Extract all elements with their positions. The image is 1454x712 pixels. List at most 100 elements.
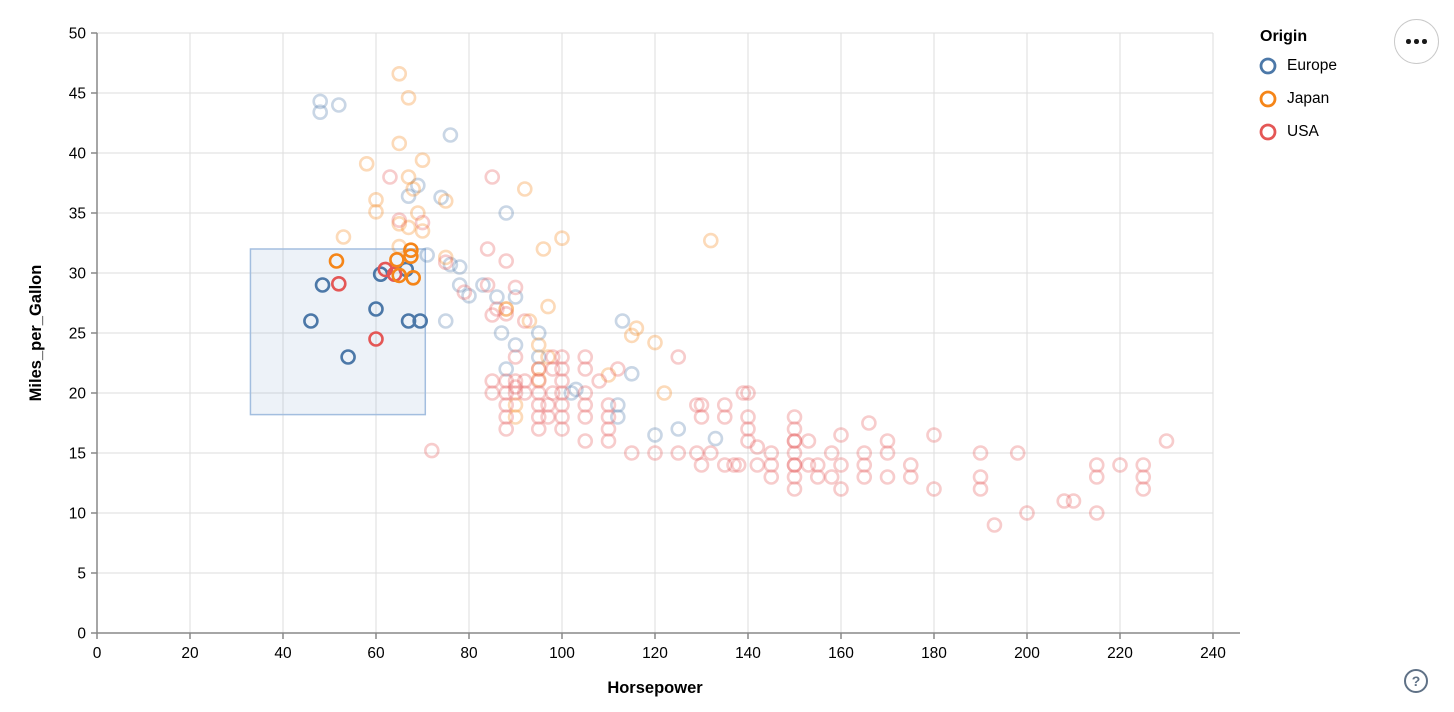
data-point-usa [530, 397, 547, 413]
data-point-usa [554, 397, 570, 413]
data-point-japan [368, 204, 384, 220]
data-point-usa [833, 481, 849, 497]
data-point-usa [577, 361, 594, 377]
data-point-europe [507, 289, 524, 305]
data-point-usa [516, 385, 533, 401]
data-point-japan [437, 193, 454, 209]
data-point-usa [1088, 505, 1105, 521]
data-point-japan [368, 192, 384, 208]
data-point-usa [749, 439, 766, 455]
data-point-usa [861, 415, 877, 431]
data-point-usa [879, 469, 896, 485]
data-point-usa [763, 457, 780, 473]
help-button[interactable]: ? [1404, 669, 1428, 693]
data-point-europe [312, 104, 329, 120]
data-point-europe [609, 397, 626, 413]
data-point-usa [856, 457, 873, 473]
svg-text:25: 25 [69, 326, 86, 343]
svg-text:240: 240 [1200, 645, 1226, 662]
legend-entry-europe[interactable]: Europe [1258, 56, 1408, 76]
svg-text:200: 200 [1014, 645, 1040, 662]
svg-text:80: 80 [460, 645, 478, 662]
data-point-japan [391, 135, 408, 152]
data-point-japan [702, 232, 719, 249]
data-point-europe [340, 349, 356, 365]
data-point-japan [358, 156, 375, 172]
data-point-usa [1056, 493, 1072, 509]
svg-text:120: 120 [642, 645, 668, 662]
svg-text:40: 40 [69, 146, 87, 163]
data-point-usa [554, 385, 570, 401]
svg-text:5: 5 [77, 566, 86, 583]
data-point-japan [554, 230, 570, 246]
data-point-europe [507, 337, 524, 353]
svg-text:10: 10 [69, 506, 87, 523]
svg-text:40: 40 [274, 645, 292, 662]
svg-text:20: 20 [69, 386, 87, 403]
data-point-europe [707, 430, 724, 447]
data-point-usa [1088, 469, 1105, 485]
plot-area[interactable] [249, 66, 1175, 533]
svg-text:100: 100 [549, 645, 575, 662]
data-point-europe [609, 409, 626, 425]
data-point-usa [800, 433, 817, 449]
data-point-japan [414, 152, 431, 168]
data-point-europe [368, 301, 384, 317]
data-point-europe [330, 97, 347, 113]
options-menu-button[interactable] [1394, 19, 1439, 64]
data-point-usa [670, 445, 687, 461]
data-point-usa [484, 385, 501, 401]
x-axis-title: Horsepower [607, 679, 703, 697]
data-point-europe [498, 361, 515, 377]
data-point-japan [530, 371, 547, 388]
data-point-usa [740, 433, 756, 449]
data-point-usa [600, 409, 617, 425]
legend-entry-japan[interactable]: Japan [1258, 89, 1408, 109]
data-point-usa [330, 275, 347, 292]
data-point-usa [609, 361, 626, 377]
question-mark-icon: ? [1411, 673, 1421, 689]
data-point-europe [563, 385, 580, 401]
data-point-usa [391, 212, 408, 228]
data-point-usa [498, 397, 515, 413]
legend-label: Europe [1287, 57, 1337, 74]
data-point-usa [972, 481, 989, 497]
data-point-usa [926, 481, 942, 497]
ellipsis-icon [1406, 39, 1411, 44]
ellipsis-icon [1414, 39, 1419, 44]
data-point-japan [414, 223, 431, 239]
data-point-usa [414, 214, 431, 231]
svg-text:180: 180 [921, 645, 947, 662]
data-point-usa [530, 409, 547, 425]
axes: 0 20 40 60 80 100 120 140 160 180 200 220 240 0 5 10 15 2… [69, 26, 1240, 662]
legend-label: USA [1287, 123, 1319, 140]
data-point-japan [530, 361, 547, 377]
data-point-usa [716, 457, 733, 473]
legend-entry-usa[interactable]: USA [1258, 122, 1408, 142]
data-point-usa [530, 373, 547, 389]
data-point-japan [540, 349, 556, 365]
data-point-usa [786, 433, 803, 449]
data-point-usa [577, 409, 594, 425]
data-point-usa [484, 169, 501, 185]
data-point-usa [809, 469, 826, 485]
data-point-usa [786, 445, 803, 461]
data-point-japan [410, 205, 426, 221]
data-point-usa [423, 442, 440, 459]
data-point-japan [400, 169, 417, 185]
data-point-usa [833, 457, 849, 473]
brush-selection[interactable] [249, 248, 427, 416]
data-point-usa [800, 457, 817, 473]
data-point-japan [391, 238, 408, 255]
data-point-usa [577, 385, 594, 401]
data-point-usa [786, 421, 803, 437]
data-point-europe [647, 427, 663, 443]
data-point-usa [1065, 493, 1082, 509]
data-point-usa [856, 469, 873, 485]
data-point-usa [530, 385, 547, 401]
data-point-japan [540, 298, 556, 315]
ellipsis-icon [1422, 39, 1427, 44]
data-point-usa [554, 421, 570, 437]
data-point-europe [568, 381, 584, 398]
data-point-japan [600, 367, 617, 383]
